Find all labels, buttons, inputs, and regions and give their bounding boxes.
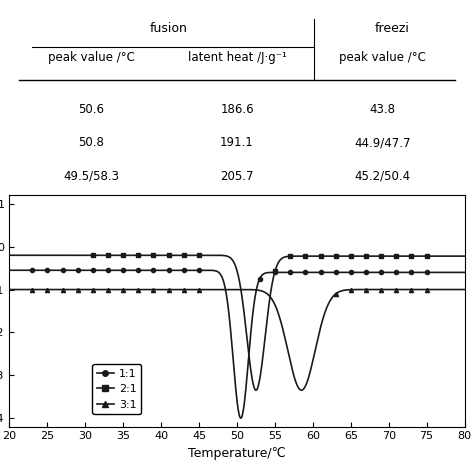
Text: 43.8: 43.8 bbox=[370, 103, 396, 117]
Legend: 1:1, 2:1, 3:1: 1:1, 2:1, 3:1 bbox=[92, 364, 141, 414]
Text: 205.7: 205.7 bbox=[220, 170, 254, 182]
Text: 49.5/58.3: 49.5/58.3 bbox=[64, 170, 119, 182]
Text: 50.8: 50.8 bbox=[79, 137, 104, 149]
X-axis label: Temperature/℃: Temperature/℃ bbox=[188, 447, 286, 460]
Text: peak value /°C: peak value /°C bbox=[339, 51, 426, 64]
Text: freezi: freezi bbox=[374, 22, 409, 36]
Text: latent heat /J·g⁻¹: latent heat /J·g⁻¹ bbox=[188, 51, 286, 64]
Text: 191.1: 191.1 bbox=[220, 137, 254, 149]
Text: peak value /°C: peak value /°C bbox=[48, 51, 135, 64]
Text: 186.6: 186.6 bbox=[220, 103, 254, 117]
Text: fusion: fusion bbox=[150, 22, 188, 36]
Text: 50.6: 50.6 bbox=[78, 103, 104, 117]
Text: 45.2/50.4: 45.2/50.4 bbox=[355, 170, 410, 182]
Text: 44.9/47.7: 44.9/47.7 bbox=[355, 137, 411, 149]
